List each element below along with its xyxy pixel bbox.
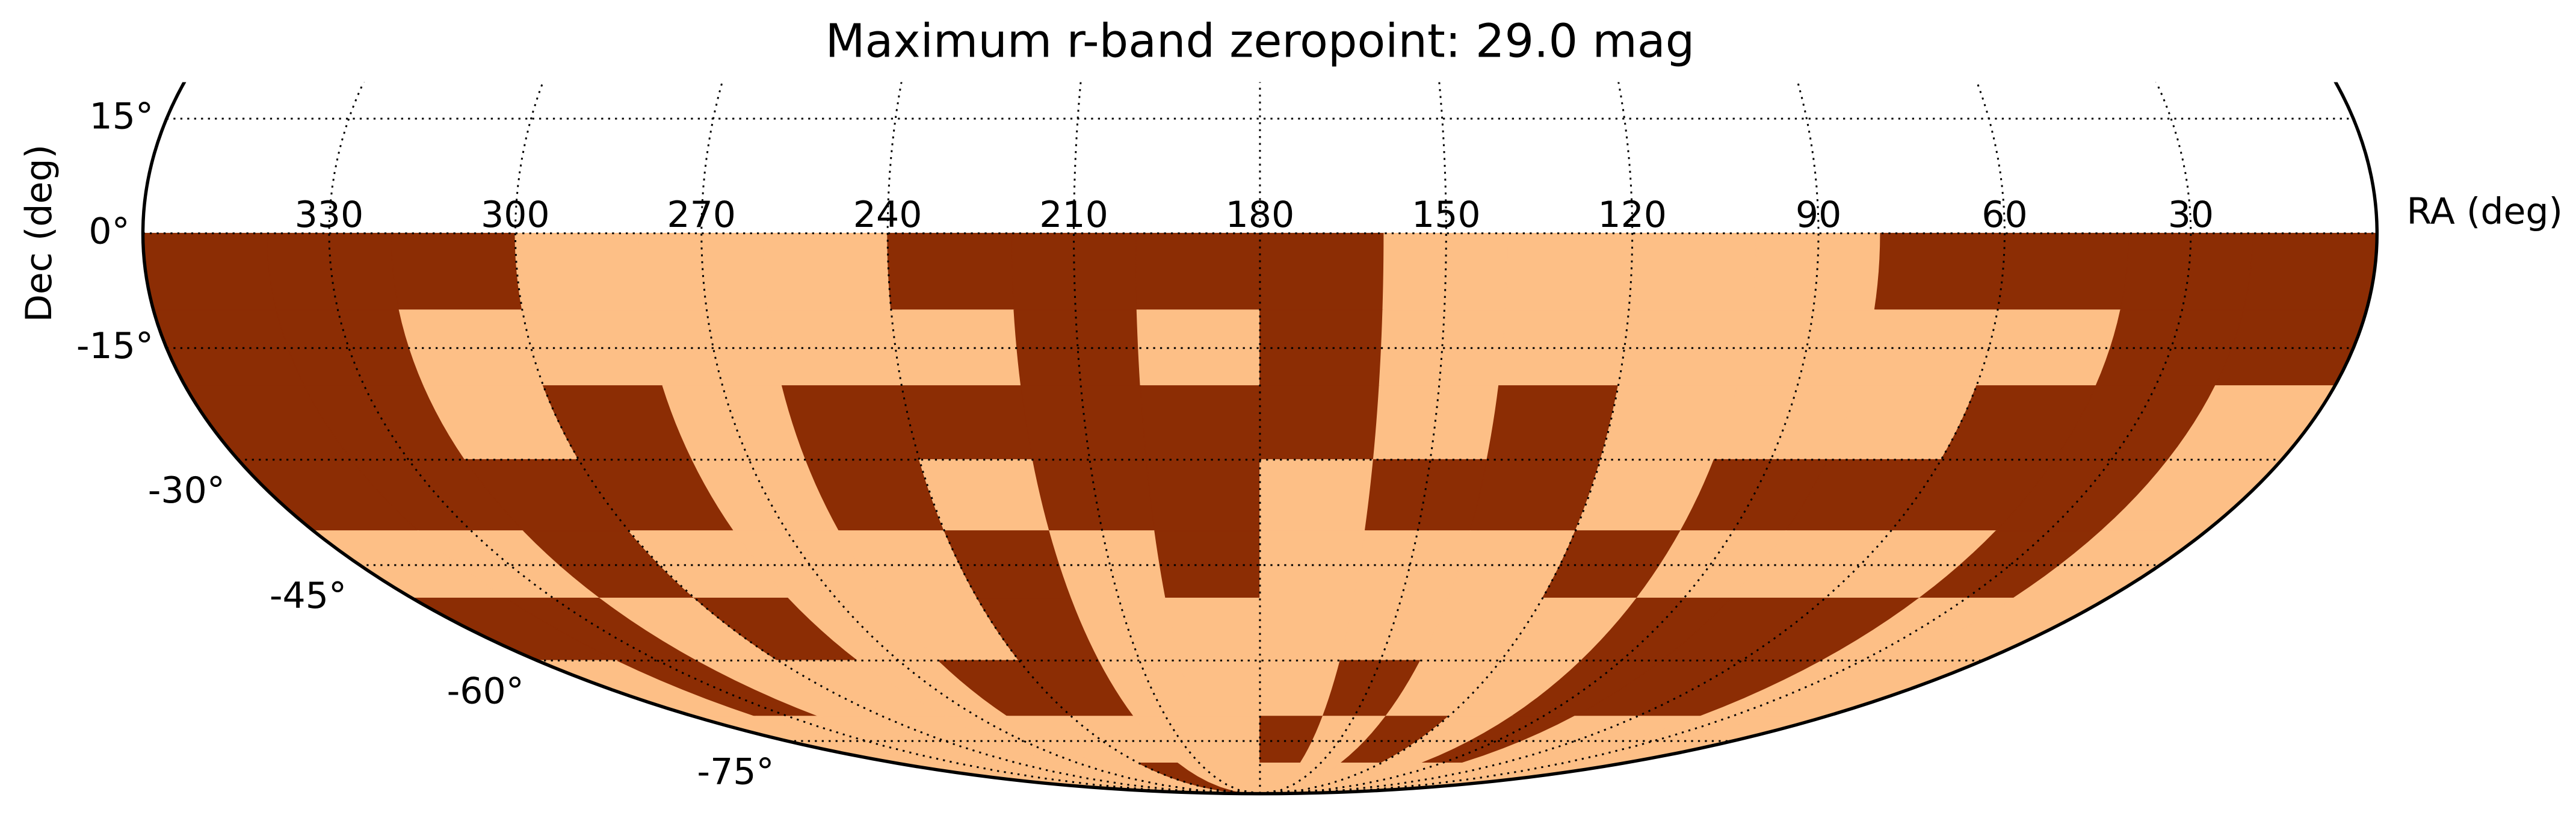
sky-cell (1486, 385, 1619, 460)
y-tick-label: 15° (90, 96, 153, 138)
sky-cell (1737, 309, 1876, 386)
x-tick-label: 120 (1598, 194, 1667, 236)
x-tick-label: 270 (667, 194, 736, 236)
meridian-grid-line (328, 82, 1260, 795)
sky-cell (1259, 385, 1380, 460)
x-tick-label: 150 (1412, 194, 1481, 236)
sky-cell (1628, 232, 1757, 311)
sky-cell (1874, 232, 2006, 311)
sky-cell (1021, 385, 1147, 460)
labels: 15° 0° -15° -30° -45° -60° -75° 330 300 270 240 210… (76, 96, 2214, 793)
sky-cell (887, 232, 1015, 311)
meridian-grid-line (1259, 82, 1634, 795)
sky-cell (266, 232, 400, 311)
sky-cell (1599, 385, 1738, 460)
sky-cell (1136, 309, 1261, 386)
x-tick-label: 240 (853, 194, 922, 236)
sky-cell (638, 232, 769, 311)
y-tick-label: -15° (76, 325, 153, 367)
sky-cell (1259, 232, 1385, 311)
x-tick-label: 210 (1039, 194, 1108, 236)
plot-area (141, 82, 2379, 796)
sky-cell (1379, 309, 1507, 386)
x-tick-label: 330 (295, 194, 364, 236)
sky-cell (1382, 232, 1509, 311)
sky-cell (1364, 459, 1488, 531)
meridian-grid-line (1259, 82, 2006, 795)
x-tick-label: 180 (1226, 194, 1295, 236)
sky-cell (1751, 232, 1882, 311)
sky-cell (1373, 385, 1500, 460)
sky-cell (391, 232, 523, 311)
y-tick-label: -30° (148, 469, 225, 512)
sky-cell (781, 385, 920, 460)
x-tick-label: 60 (1981, 194, 2027, 236)
y-tick-label: -45° (270, 575, 347, 617)
y-tick-label: -75° (697, 751, 774, 793)
y-axis-label: Dec (deg) (18, 144, 60, 322)
sky-cell (521, 309, 664, 386)
sky-boundary (141, 82, 2379, 796)
sky-cell (1140, 385, 1261, 460)
sky-cell (1135, 232, 1261, 311)
sky-cell (2243, 232, 2378, 311)
sky-cell (1259, 459, 1374, 531)
sky-cell (1032, 459, 1156, 531)
chart-title: Maximum r-band zeropoint: 29.0 mag (826, 15, 1695, 69)
sky-cell (1165, 598, 1261, 661)
sky-cell (1997, 232, 2130, 311)
sky-cell (763, 232, 892, 311)
meridian-grid-line (514, 82, 1260, 795)
y-tick-label: 0° (88, 210, 129, 252)
sky-cell (1011, 232, 1138, 311)
meridian-grid-line (886, 82, 1261, 795)
sky-cell (142, 232, 277, 311)
sky-cell (1505, 232, 1633, 311)
sky-cell (1013, 309, 1141, 386)
sky-cell (901, 385, 1034, 460)
sky-cell (1259, 598, 1355, 661)
x-axis-label: RA (deg) (2406, 191, 2562, 233)
sky-cell (1146, 459, 1261, 531)
sky-cell (2120, 232, 2253, 311)
y-tick-label: -60° (447, 671, 524, 713)
sky-cell (514, 232, 646, 311)
x-tick-label: 30 (2168, 194, 2214, 236)
x-tick-label: 300 (481, 194, 550, 236)
x-tick-label: 90 (1796, 194, 1841, 236)
